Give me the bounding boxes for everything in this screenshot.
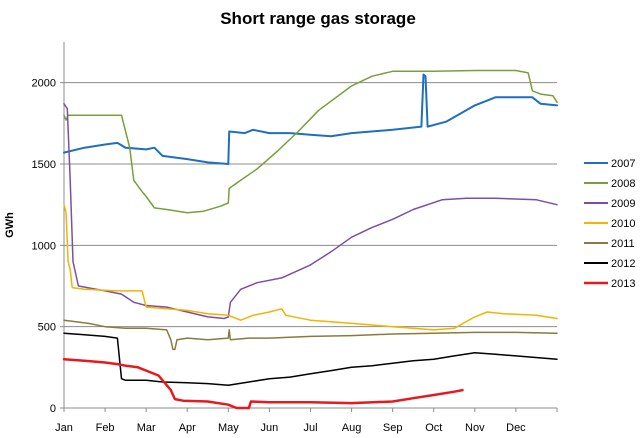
x-tick-label-sep: Sep bbox=[383, 422, 403, 434]
x-tick-label-nov: Nov bbox=[465, 422, 485, 434]
series-line-2012 bbox=[63, 332, 558, 386]
x-tick-label-feb: Feb bbox=[96, 422, 115, 434]
legend-label-2009: 2009 bbox=[611, 198, 635, 210]
x-tick-label-mar: Mar bbox=[137, 422, 156, 434]
legend-label-2008: 2008 bbox=[611, 178, 635, 190]
x-tick-label-may: May bbox=[218, 422, 239, 434]
y-tick-label-2000: 2000 bbox=[32, 78, 56, 90]
y-tick-label-500: 500 bbox=[38, 322, 56, 334]
axes bbox=[60, 42, 558, 412]
legend-label-2013: 2013 bbox=[611, 278, 635, 290]
series-line-2010 bbox=[63, 203, 558, 331]
y-tick-label-1500: 1500 bbox=[32, 159, 56, 171]
series-line-2008 bbox=[63, 69, 558, 214]
x-tick-label-apr: Apr bbox=[179, 422, 196, 434]
x-tick-label-jul: Jul bbox=[303, 422, 317, 434]
y-tick-label-0: 0 bbox=[50, 403, 56, 415]
x-tick-label-jun: Jun bbox=[261, 422, 279, 434]
x-tick-label-oct: Oct bbox=[425, 422, 442, 434]
series-line-2007 bbox=[63, 73, 558, 165]
y-tick-label-1000: 1000 bbox=[32, 240, 56, 252]
x-tick-labels: Jan Feb Mar Apr May Jun Jul Aug Sep Oct Nov Dec bbox=[55, 422, 526, 434]
y-tick-labels: 0 500 1000 1500 2000 bbox=[32, 78, 56, 415]
series-group bbox=[62, 69, 558, 410]
legend-label-2010: 2010 bbox=[611, 218, 635, 230]
legend-label-2012: 2012 bbox=[611, 258, 635, 270]
x-tick-label-aug: Aug bbox=[342, 422, 362, 434]
legend: 2007 2008 2009 2010 2011 2012 2013 bbox=[584, 158, 635, 290]
chart-title: Short range gas storage bbox=[220, 9, 416, 28]
series-line-2013 bbox=[62, 357, 464, 410]
gridlines bbox=[64, 82, 557, 328]
x-tick-label-dec: Dec bbox=[506, 422, 526, 434]
legend-label-2011: 2011 bbox=[611, 238, 635, 250]
y-axis-label: GWh bbox=[4, 212, 16, 238]
x-tick-label-jan: Jan bbox=[55, 422, 73, 434]
legend-label-2007: 2007 bbox=[611, 158, 635, 170]
series-line-2011 bbox=[63, 319, 558, 351]
